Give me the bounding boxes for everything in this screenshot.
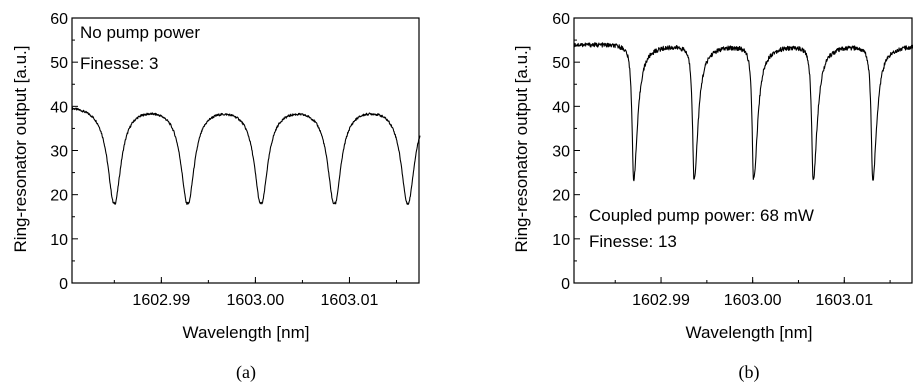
y-tick-label-a-5: 50 [50, 55, 68, 72]
x-tick-label-a-0: 1602.99 [132, 292, 190, 309]
panel-b: Ring-resonator output [a.u.] Wavelength … [512, 11, 913, 383]
panel-label-a: (a) [236, 362, 256, 383]
y-tick-label-b-6: 60 [552, 11, 570, 28]
y-tick-label-a-0: 0 [59, 276, 68, 293]
x-tick-label-a-1: 1603.00 [226, 292, 284, 309]
annotation-finesse-b: Finesse: 13 [589, 232, 677, 251]
y-tick-label-b-4: 40 [552, 99, 570, 116]
annotation-pump-a: No pump power [80, 23, 200, 42]
y-tick-label-a-1: 10 [50, 232, 68, 249]
x-tick-label-a-2: 1603.01 [321, 292, 379, 309]
panel-label-b: (b) [739, 362, 760, 383]
trace-line-b-0 [573, 42, 913, 182]
y-tick-label-a-3: 30 [50, 144, 68, 161]
x-axis-label-a: Wavelength [nm] [183, 323, 310, 342]
y-tick-label-b-2: 20 [552, 188, 570, 205]
x-tick-label-b-2: 1603.01 [815, 292, 873, 309]
x-tick-label-b-1: 1603.00 [724, 292, 782, 309]
y-tick-label-b-0: 0 [561, 276, 570, 293]
y-tick-label-b-1: 10 [552, 232, 570, 249]
y-tick-label-a-4: 40 [50, 99, 68, 116]
annotation-pump-b: Coupled pump power: 68 mW [589, 206, 814, 225]
y-tick-label-b-5: 50 [552, 55, 570, 72]
x-tick-label-b-0: 1602.99 [632, 292, 690, 309]
x-axis-label-b: Wavelength [nm] [686, 323, 813, 342]
y-tick-label-b-3: 30 [552, 144, 570, 161]
y-axis-label-b: Ring-resonator output [a.u.] [512, 46, 531, 253]
trace-line-a-0 [71, 106, 421, 205]
panel-a: Ring-resonator output [a.u.] Wavelength … [11, 11, 421, 383]
y-tick-label-a-6: 60 [50, 11, 68, 28]
y-axis-label-a: Ring-resonator output [a.u.] [11, 46, 30, 253]
y-tick-label-a-2: 20 [50, 188, 68, 205]
annotation-finesse-a: Finesse: 3 [80, 54, 158, 73]
